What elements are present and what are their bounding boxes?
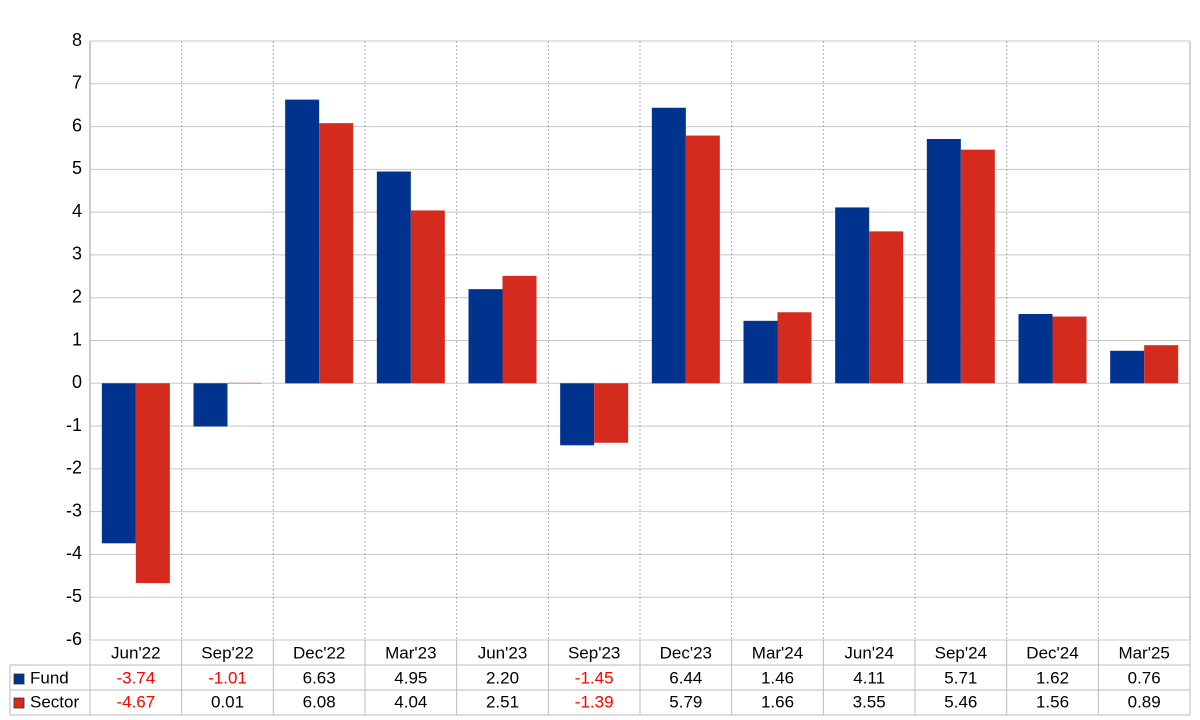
legend-swatch	[13, 697, 25, 709]
legend-label: Fund	[30, 668, 69, 687]
y-tick-label: -5	[66, 586, 82, 606]
table-value: -4.67	[116, 692, 155, 711]
table-value: 5.79	[669, 692, 702, 711]
bar	[193, 383, 228, 427]
table-value: 4.04	[394, 692, 427, 711]
x-tick-label: Sep'24	[935, 643, 987, 662]
x-tick-label: Jun'23	[478, 643, 528, 662]
bar	[135, 383, 170, 584]
bar	[319, 123, 354, 384]
bar	[594, 383, 629, 443]
y-tick-label: -2	[66, 458, 82, 478]
y-tick-label: 1	[72, 329, 82, 349]
table-value: 5.46	[944, 692, 977, 711]
bar	[468, 289, 503, 384]
table-value: 0.76	[1128, 668, 1161, 687]
y-tick-label: 5	[72, 158, 82, 178]
y-tick-label: 6	[72, 115, 82, 135]
bar	[285, 99, 320, 384]
table-value: 5.71	[944, 668, 977, 687]
bar	[502, 275, 537, 384]
table-value: 2.51	[486, 692, 519, 711]
bar	[376, 171, 411, 384]
bar	[101, 383, 136, 544]
table-value: -3.74	[116, 668, 155, 687]
bar	[960, 149, 995, 384]
x-tick-label: Dec'23	[660, 643, 712, 662]
table-value: 6.44	[669, 668, 702, 687]
y-tick-label: -6	[66, 629, 82, 649]
y-tick-label: 4	[72, 201, 82, 221]
y-tick-label: 2	[72, 286, 82, 306]
bar	[926, 138, 961, 384]
bar	[777, 312, 812, 384]
table-value: 1.56	[1036, 692, 1069, 711]
bar	[743, 320, 778, 384]
table-value: 4.11	[853, 668, 885, 687]
bar	[651, 107, 686, 384]
y-tick-label: -4	[66, 543, 82, 563]
table-value: 0.89	[1128, 692, 1161, 711]
bar	[1110, 350, 1145, 384]
x-tick-label: Mar'25	[1118, 643, 1169, 662]
bar	[685, 135, 720, 384]
x-tick-label: Dec'24	[1026, 643, 1078, 662]
x-tick-label: Mar'23	[385, 643, 436, 662]
bar	[560, 383, 595, 446]
x-tick-label: Jun'24	[844, 643, 894, 662]
y-tick-label: 0	[72, 372, 82, 392]
x-tick-label: Jun'22	[111, 643, 161, 662]
table-value: 4.95	[394, 668, 427, 687]
x-tick-label: Sep'22	[201, 643, 253, 662]
table-value: -1.01	[208, 668, 247, 687]
y-tick-label: 3	[72, 244, 82, 264]
table-value: 6.08	[303, 692, 336, 711]
bar	[1144, 345, 1179, 384]
y-tick-label: 7	[72, 73, 82, 93]
table-value: -1.39	[575, 692, 614, 711]
x-tick-label: Dec'22	[293, 643, 345, 662]
bar	[835, 207, 870, 384]
bar	[1018, 313, 1053, 384]
bar	[869, 231, 904, 384]
table-value: 1.46	[761, 668, 794, 687]
table-value: 2.20	[486, 668, 519, 687]
y-tick-label: -3	[66, 500, 82, 520]
table-value: 1.66	[761, 692, 794, 711]
table-value: 6.63	[303, 668, 336, 687]
legend-swatch	[13, 673, 25, 685]
bar	[1052, 316, 1087, 384]
bar	[410, 210, 445, 384]
table-value: -1.45	[575, 668, 614, 687]
legend-label: Sector	[30, 692, 79, 711]
x-tick-label: Sep'23	[568, 643, 620, 662]
y-tick-label: 8	[72, 30, 82, 50]
x-tick-label: Mar'24	[752, 643, 803, 662]
table-value: 0.01	[211, 692, 244, 711]
table-value: 3.55	[853, 692, 886, 711]
y-tick-label: -1	[66, 415, 82, 435]
table-value: 1.62	[1036, 668, 1069, 687]
